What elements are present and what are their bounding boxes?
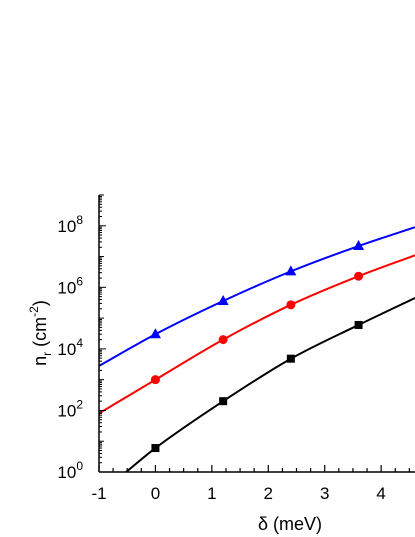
x-tick-label: 1 (207, 484, 216, 503)
x-tick-label: 4 (376, 484, 385, 503)
x-axis-label: δ (meV) (258, 514, 322, 534)
y-tick-label: 104 (57, 336, 83, 359)
x-tick-label: -1 (91, 484, 106, 503)
x-tick-label: 3 (320, 484, 329, 503)
data-point-red (150, 375, 160, 385)
series-curves (99, 226, 415, 472)
series-markers (149, 240, 365, 453)
y-tick-label: 100 (57, 459, 83, 482)
series-line-red (99, 254, 415, 415)
data-point-black (286, 354, 295, 363)
y-tick-label: 108 (57, 213, 83, 236)
data-point-blue (217, 294, 229, 305)
data-point-red (218, 335, 228, 345)
data-point-black (151, 444, 160, 453)
data-point-red (286, 300, 296, 310)
y-tick-label: 102 (57, 397, 83, 420)
series-line-blue (99, 226, 415, 367)
series-line-black (124, 297, 415, 472)
data-point-blue (149, 328, 161, 339)
data-point-red (354, 271, 364, 281)
x-tick-label: 2 (264, 484, 273, 503)
axes (98, 194, 415, 473)
x-tick-label: 0 (151, 484, 160, 503)
data-point-blue (285, 265, 297, 276)
y-tick-label: 106 (57, 274, 83, 297)
data-point-black (354, 320, 363, 329)
data-point-blue (353, 240, 365, 251)
y-axis-label: nr (cm-2) (27, 300, 54, 366)
tick-labels: -1 0 1 2 3 4 100 102 104 106 108 (57, 213, 385, 503)
data-point-black (219, 397, 228, 406)
